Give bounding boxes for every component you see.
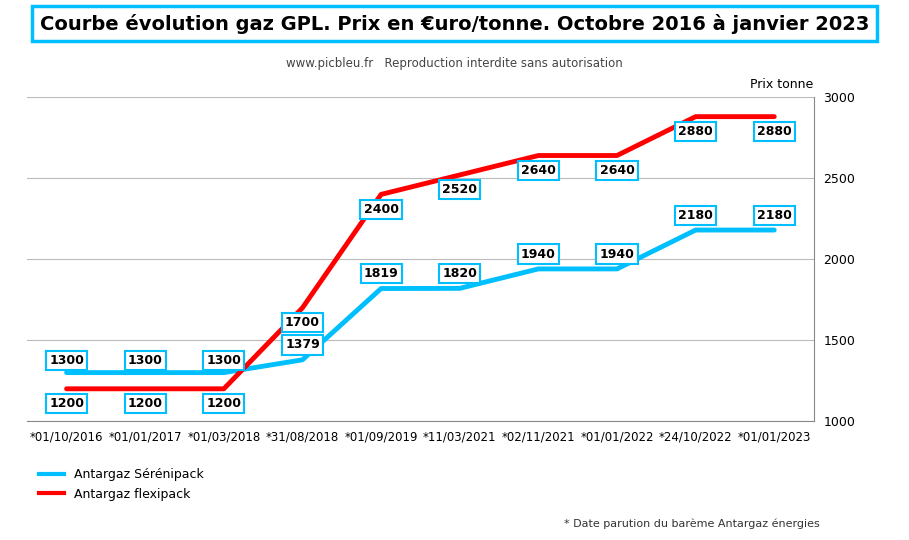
Antargaz flexipack [690,113,701,120]
Text: 1300: 1300 [206,354,241,367]
Antargaz Sérénipack [140,369,151,376]
Text: 2180: 2180 [678,208,713,222]
Text: 2520: 2520 [442,183,477,197]
Text: 1700: 1700 [285,316,320,329]
Text: Prix tonne: Prix tonne [750,78,814,91]
Text: 1300: 1300 [128,354,163,367]
Text: 1940: 1940 [600,247,634,261]
Antargaz flexipack [61,386,72,392]
Text: 1200: 1200 [127,397,163,410]
Text: 1819: 1819 [364,267,398,280]
Line: Antargaz flexipack: Antargaz flexipack [66,117,774,389]
Antargaz flexipack [769,113,780,120]
Antargaz flexipack [612,152,623,159]
Antargaz Sérénipack [533,266,544,272]
Text: 1820: 1820 [443,267,477,280]
Text: 1300: 1300 [49,354,84,367]
Antargaz Sérénipack [690,227,701,233]
Antargaz Sérénipack [612,266,623,272]
Antargaz flexipack [454,172,465,178]
Antargaz flexipack [533,152,544,159]
Text: www.picbleu.fr   Reproduction interdite sans autorisation: www.picbleu.fr Reproduction interdite sa… [286,57,623,70]
Antargaz Sérénipack [375,285,386,292]
Text: 1200: 1200 [49,397,85,410]
Antargaz flexipack [218,386,229,392]
Text: 2640: 2640 [521,164,555,177]
Antargaz flexipack [297,305,308,311]
Line: Antargaz Sérénipack: Antargaz Sérénipack [66,230,774,373]
Text: 2640: 2640 [600,164,634,177]
Antargaz flexipack [140,386,151,392]
Antargaz flexipack [375,191,386,198]
Text: 2880: 2880 [757,125,792,138]
Text: 1379: 1379 [285,339,320,352]
Antargaz Sérénipack [218,369,229,376]
Text: * Date parution du barème Antargaz énergies: * Date parution du barème Antargaz énerg… [564,519,819,529]
Antargaz Sérénipack [297,356,308,363]
Antargaz Sérénipack [769,227,780,233]
Text: 1200: 1200 [206,397,242,410]
Text: 2180: 2180 [757,208,792,222]
Antargaz Sérénipack [454,285,465,292]
Legend: Antargaz Sérénipack, Antargaz flexipack: Antargaz Sérénipack, Antargaz flexipack [34,463,208,505]
Text: 2880: 2880 [678,125,713,138]
Text: 1940: 1940 [521,247,555,261]
Text: 2400: 2400 [364,202,399,216]
Antargaz Sérénipack [61,369,72,376]
Text: Courbe évolution gaz GPL. Prix en €uro/tonne. Octobre 2016 à janvier 2023: Courbe évolution gaz GPL. Prix en €uro/t… [40,14,869,33]
